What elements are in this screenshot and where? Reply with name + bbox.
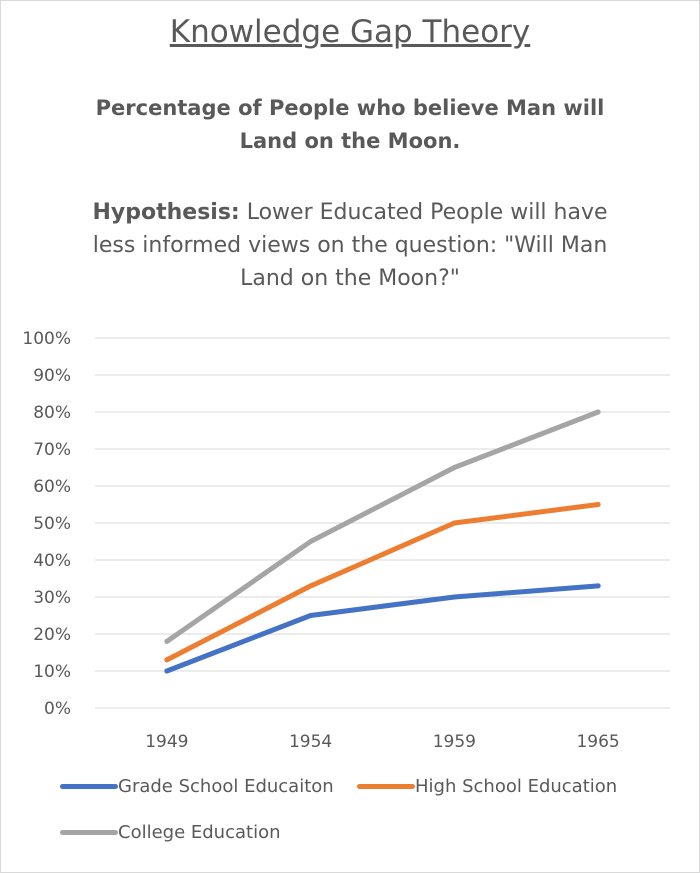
chart-subtitle: Percentage of People who believe Man wil… <box>90 92 610 158</box>
data-point <box>451 465 457 470</box>
y-tick-label: 70% <box>33 440 71 460</box>
data-point <box>595 583 601 589</box>
series-line-1 <box>164 502 601 663</box>
y-tick-label: 90% <box>33 366 71 386</box>
legend-swatch-high-school <box>357 784 415 789</box>
hypothesis-line-3: Land on the Moon?" <box>240 266 460 291</box>
series-line-2 <box>164 409 601 644</box>
hypothesis-line-1: Hypothesis: Lower Educated People will h… <box>80 196 620 229</box>
subtitle-line-2: Land on the Moon. <box>239 129 461 153</box>
data-point <box>164 668 170 674</box>
subtitle-line-1: Percentage of People who believe Man wil… <box>95 96 605 120</box>
data-point <box>595 409 601 415</box>
hypothesis-text-1: Lower Educated People will have <box>239 200 608 225</box>
legend-label-college: College Education <box>118 822 281 843</box>
hypothesis-block: Hypothesis: Lower Educated People will h… <box>80 196 620 295</box>
legend-swatch-college <box>60 830 118 835</box>
y-tick-label: 50% <box>33 514 71 534</box>
data-point <box>595 502 601 507</box>
y-tick-label: 20% <box>33 625 71 645</box>
data-point <box>451 520 457 526</box>
hypothesis-label: Hypothesis: <box>92 200 240 225</box>
y-tick-label: 10% <box>33 662 71 682</box>
series-line-0 <box>164 583 601 674</box>
y-tick-label: 30% <box>33 588 71 608</box>
legend-item-grade-school: Grade School Educaiton <box>60 776 334 797</box>
x-tick-label: 1954 <box>289 732 332 752</box>
data-point <box>451 594 457 600</box>
page-title: Knowledge Gap Theory <box>169 14 531 50</box>
data-point <box>164 638 170 644</box>
y-tick-label: 40% <box>33 551 71 571</box>
legend-item-college: College Education <box>60 822 281 843</box>
y-tick-label: 100% <box>22 329 71 349</box>
data-point <box>308 613 314 618</box>
legend-label-grade-school: Grade School Educaiton <box>118 776 334 797</box>
data-point <box>308 583 314 589</box>
legend-item-high-school: High School Education <box>357 776 617 797</box>
y-tick-label: 60% <box>33 477 71 497</box>
legend-label-high-school: High School Education <box>415 776 618 797</box>
y-tick-label: 80% <box>33 403 71 423</box>
x-tick-label: 1965 <box>576 732 619 752</box>
legend-swatch-grade-school <box>60 784 118 789</box>
y-tick-label: 0% <box>44 699 71 719</box>
data-point <box>308 539 314 544</box>
x-tick-label: 1949 <box>145 732 188 752</box>
x-tick-label: 1959 <box>433 732 476 752</box>
hypothesis-line-2: less informed views on the question: "Wi… <box>92 233 608 258</box>
data-point <box>164 657 170 663</box>
